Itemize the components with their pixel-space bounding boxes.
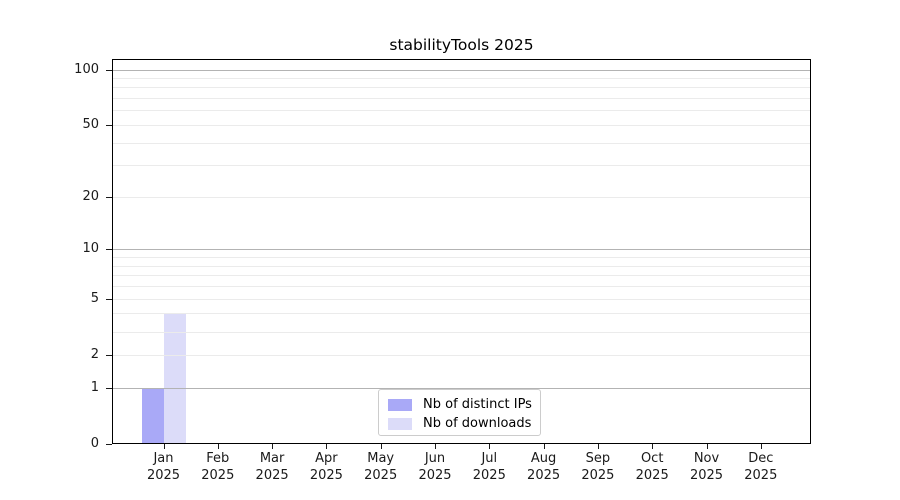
y-tick-label: 0 — [90, 436, 99, 451]
grid-layer — [112, 59, 811, 444]
y-axis-tick — [106, 197, 112, 198]
gridline-major — [112, 387, 811, 389]
gridline-minor — [112, 197, 811, 198]
gridline-minor — [112, 98, 811, 100]
x-axis-tick — [163, 444, 165, 449]
x-tick-label: Mar 2025 — [255, 451, 289, 483]
x-tick-label: Jul 2025 — [472, 451, 506, 483]
gridline-major — [112, 249, 811, 251]
y-tick-label: 100 — [74, 61, 99, 77]
gridline-minor — [112, 298, 811, 300]
x-axis-tick — [435, 444, 436, 449]
x-tick-label: Aug 2025 — [527, 451, 561, 483]
y-axis-tick — [106, 298, 112, 300]
gridline-minor — [112, 165, 811, 167]
gridline-minor — [112, 331, 811, 333]
x-axis-tick — [217, 444, 219, 449]
x-tick-label: Feb 2025 — [201, 451, 235, 483]
gridline-minor — [112, 110, 811, 112]
x-axis-tick — [272, 444, 274, 449]
x-axis-tick — [760, 444, 762, 449]
x-axis-tick — [543, 444, 545, 449]
legend-label: Nb of downloads — [423, 416, 532, 431]
gridline-minor — [112, 257, 811, 259]
bar — [141, 387, 164, 444]
x-axis-tick — [652, 444, 654, 449]
x-axis-tick — [597, 444, 599, 449]
x-tick-label: Jun 2025 — [418, 451, 452, 483]
y-tick-label: 20 — [82, 189, 99, 204]
x-axis-tick — [326, 444, 328, 449]
x-tick-label: Oct 2025 — [635, 451, 669, 483]
y-axis-tick — [106, 354, 112, 356]
gridline-minor — [112, 354, 811, 356]
gridline-minor — [112, 265, 811, 267]
gridline-major — [112, 69, 811, 71]
y-tick-label: 1 — [90, 379, 99, 395]
gridline-minor — [112, 313, 811, 315]
legend: Nb of distinct IPs Nb of downloads — [378, 389, 541, 436]
x-tick-label: Jan 2025 — [146, 451, 181, 483]
bar — [163, 313, 186, 444]
x-tick-label: Sep 2025 — [581, 451, 615, 483]
y-tick-label: 10 — [82, 241, 99, 257]
y-axis-tick — [106, 387, 112, 389]
gridline-minor — [112, 87, 811, 89]
y-axis-tick — [106, 125, 112, 126]
legend-row: Nb of distinct IPs — [379, 395, 540, 414]
x-tick-label: May 2025 — [364, 451, 398, 483]
legend-swatch — [388, 417, 412, 430]
gridline-minor — [112, 78, 811, 79]
y-tick-label: 50 — [82, 117, 99, 132]
legend-swatch — [388, 398, 412, 411]
legend-row: Nb of downloads — [379, 414, 540, 433]
gridline-minor — [112, 142, 811, 144]
chart-title: stabilityTools 2025 — [389, 36, 534, 54]
gridline-minor — [112, 286, 811, 288]
y-axis-tick — [106, 444, 112, 445]
x-axis-tick — [380, 444, 382, 449]
y-tick-label: 2 — [90, 346, 99, 362]
x-tick-label: Dec 2025 — [744, 451, 778, 483]
legend-label: Nb of distinct IPs — [423, 397, 532, 412]
gridline-minor — [112, 125, 811, 126]
plot-area — [112, 59, 811, 444]
x-axis-tick — [489, 444, 491, 449]
bars-layer — [112, 59, 811, 444]
x-tick-label: Nov 2025 — [689, 451, 724, 483]
y-axis-tick — [106, 249, 112, 251]
x-tick-label: Apr 2025 — [309, 451, 343, 483]
y-tick-label: 5 — [90, 290, 99, 306]
gridline-minor — [112, 275, 811, 277]
x-axis-tick — [706, 444, 708, 449]
y-axis-tick — [106, 69, 112, 71]
